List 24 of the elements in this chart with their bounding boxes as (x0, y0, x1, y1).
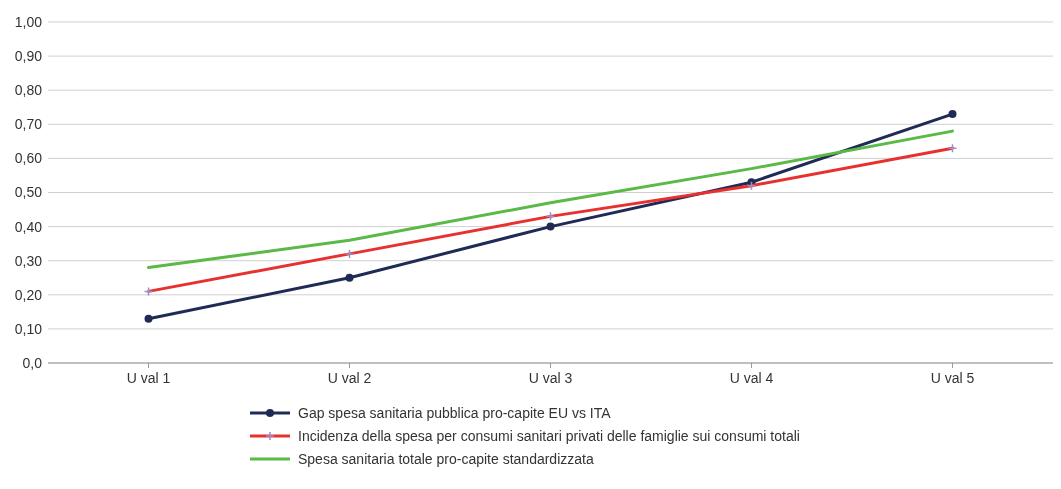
legend-label: Incidenza della spesa per consumi sanitari privati delle famiglie sui consumi totali (298, 427, 800, 444)
y-tick-label: 0,30 (14, 252, 43, 269)
y-tick-label: 0,60 (14, 150, 43, 167)
y-tick-label: 0,0 (22, 354, 43, 371)
legend-label: Gap spesa sanitaria pubblica pro-capite EU vs ITA (298, 404, 612, 421)
x-tick-label: U val 4 (729, 370, 774, 386)
point (144, 314, 153, 323)
y-tick-label: 0,70 (14, 116, 43, 133)
y-tick-label: 0,10 (14, 320, 43, 337)
y-tick-label: 0,50 (14, 184, 43, 201)
legend-label: Spesa sanitaria totale pro-capite standardizzata (298, 450, 594, 467)
y-tick-label: 0,90 (14, 48, 43, 64)
x-tick-label: U val 1 (126, 370, 171, 386)
point (546, 222, 555, 231)
y-tick-label: 0,80 (14, 82, 43, 99)
y-tick-label: 0,20 (14, 286, 43, 303)
y-tick-label: 0,40 (14, 218, 43, 235)
point (345, 273, 354, 282)
x-tick-label: U val 2 (327, 370, 372, 386)
line-series (147, 129, 954, 270)
point (948, 110, 957, 119)
y-tick-label: 1,00 (14, 13, 43, 30)
x-tick-label: U val 3 (528, 370, 573, 386)
x-tick-label: U val 5 (930, 370, 975, 386)
